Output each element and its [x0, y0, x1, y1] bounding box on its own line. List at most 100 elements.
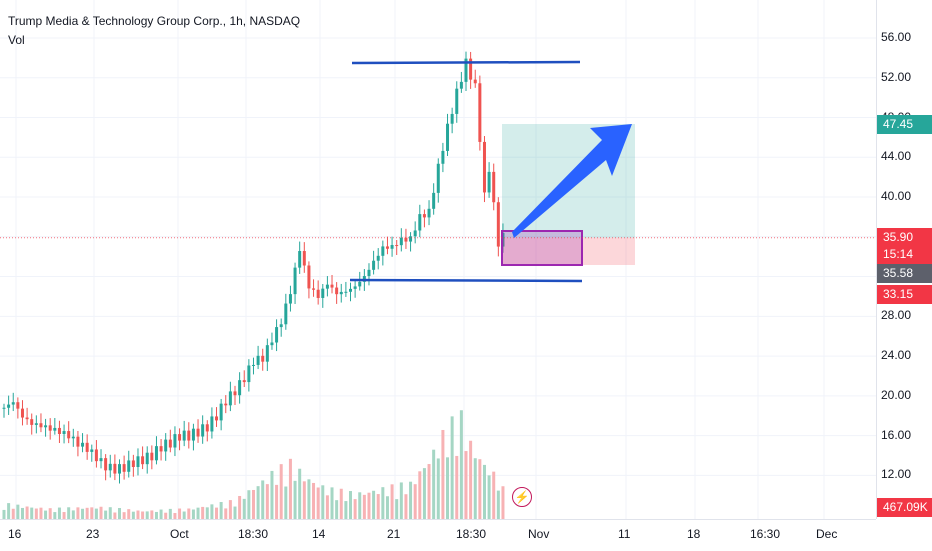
symbol-title[interactable]: Trump Media & Technology Group Corp., 1h… — [8, 14, 301, 28]
volume-bar — [30, 507, 34, 519]
candle-body — [122, 464, 126, 472]
trend-arrow — [512, 124, 632, 238]
volume-bar — [247, 490, 251, 519]
volume-bar — [330, 487, 334, 519]
candle-body — [224, 403, 228, 406]
candle-body — [261, 355, 265, 362]
candle-body — [215, 416, 219, 421]
volume-bar — [201, 506, 205, 519]
volume-bar — [25, 506, 29, 519]
price-tick-label: 44.00 — [881, 149, 912, 164]
candle-body — [432, 192, 436, 209]
price-plot[interactable] — [0, 0, 876, 519]
candle-body — [48, 425, 52, 431]
volume-bar — [210, 504, 214, 519]
volume-bar — [173, 512, 177, 519]
candle-body — [469, 58, 473, 80]
volume-bar — [307, 479, 311, 519]
candle-body — [459, 81, 463, 89]
candle-body — [279, 324, 283, 328]
candle-body — [496, 202, 500, 247]
candle-body — [228, 391, 232, 406]
candle-body — [316, 289, 320, 298]
time-tick-label: Dec — [816, 527, 838, 541]
candle-body — [265, 345, 269, 362]
volume-bar — [482, 464, 486, 519]
support-line — [349, 278, 583, 283]
time-tick-label: 18:30 — [456, 527, 487, 541]
candle-body — [390, 245, 394, 249]
candle-body — [349, 288, 352, 292]
volume-bar — [113, 512, 117, 519]
volume-bar — [191, 509, 195, 519]
volume-bar — [154, 511, 158, 519]
candle-body — [288, 294, 292, 304]
volume-bar — [501, 486, 505, 519]
candle-body — [441, 150, 445, 164]
candle-body — [247, 365, 251, 383]
volume-bar — [427, 464, 431, 519]
candle-body — [492, 171, 496, 203]
candle-body — [325, 284, 329, 289]
candle-body — [94, 449, 98, 462]
candle-body — [358, 281, 362, 287]
candle-body — [67, 431, 71, 439]
volume-bar — [321, 485, 325, 519]
candle-body — [178, 434, 182, 441]
volume-bar — [395, 499, 399, 519]
volume-bar — [469, 440, 473, 519]
candle-body — [404, 237, 408, 242]
volume-bar — [224, 508, 228, 519]
candle-body — [413, 230, 417, 237]
volume-bar — [141, 511, 145, 519]
candle-body — [159, 446, 163, 452]
candle-body — [154, 446, 158, 461]
candle-body — [53, 427, 57, 431]
volume-bar — [11, 508, 15, 519]
volume-bar — [99, 506, 103, 519]
volume-bar — [76, 507, 80, 519]
candle-body — [113, 463, 117, 474]
candle-body — [450, 113, 454, 124]
volume-bar — [325, 495, 329, 519]
candle-body — [344, 291, 348, 293]
volume-bar — [492, 471, 496, 519]
time-tick-label: 23 — [86, 527, 100, 541]
candle-body — [312, 288, 316, 290]
volume-bar — [205, 507, 209, 519]
stop-price-badge: 33.15 — [877, 285, 932, 304]
time-tick-label: 21 — [387, 527, 401, 541]
volume-bar — [108, 507, 112, 519]
time-axis[interactable] — [0, 519, 876, 551]
candle-body — [482, 141, 486, 193]
candle-body — [141, 456, 145, 465]
candle-body — [127, 460, 131, 472]
candle-body — [11, 402, 15, 405]
price-tick-label: 52.00 — [881, 69, 912, 84]
candle-body — [302, 251, 306, 266]
volume-bar — [256, 486, 260, 519]
volume-bar — [436, 458, 440, 519]
volume-bar — [219, 502, 223, 519]
candle-body — [418, 214, 422, 231]
volume-bar — [381, 487, 385, 519]
candle-body — [205, 424, 209, 432]
lightning-icon[interactable]: ⚡ — [512, 487, 532, 507]
volume-bar — [349, 491, 352, 519]
volume-bar — [270, 470, 274, 519]
candle-body — [381, 246, 385, 256]
candle-body — [168, 439, 172, 448]
candle-body — [16, 402, 20, 409]
candle-body — [2, 407, 6, 409]
candle-body — [34, 423, 38, 425]
candle-body — [238, 380, 242, 396]
candle-body — [85, 442, 89, 452]
volume-bar — [335, 500, 339, 519]
candle-body — [201, 424, 205, 437]
volume-bar — [48, 508, 52, 519]
volume-bar — [57, 507, 61, 519]
volume-bar — [288, 458, 292, 519]
volume-label[interactable]: Vol — [8, 33, 25, 47]
candle-body — [372, 260, 376, 270]
volume-bar — [399, 482, 403, 519]
